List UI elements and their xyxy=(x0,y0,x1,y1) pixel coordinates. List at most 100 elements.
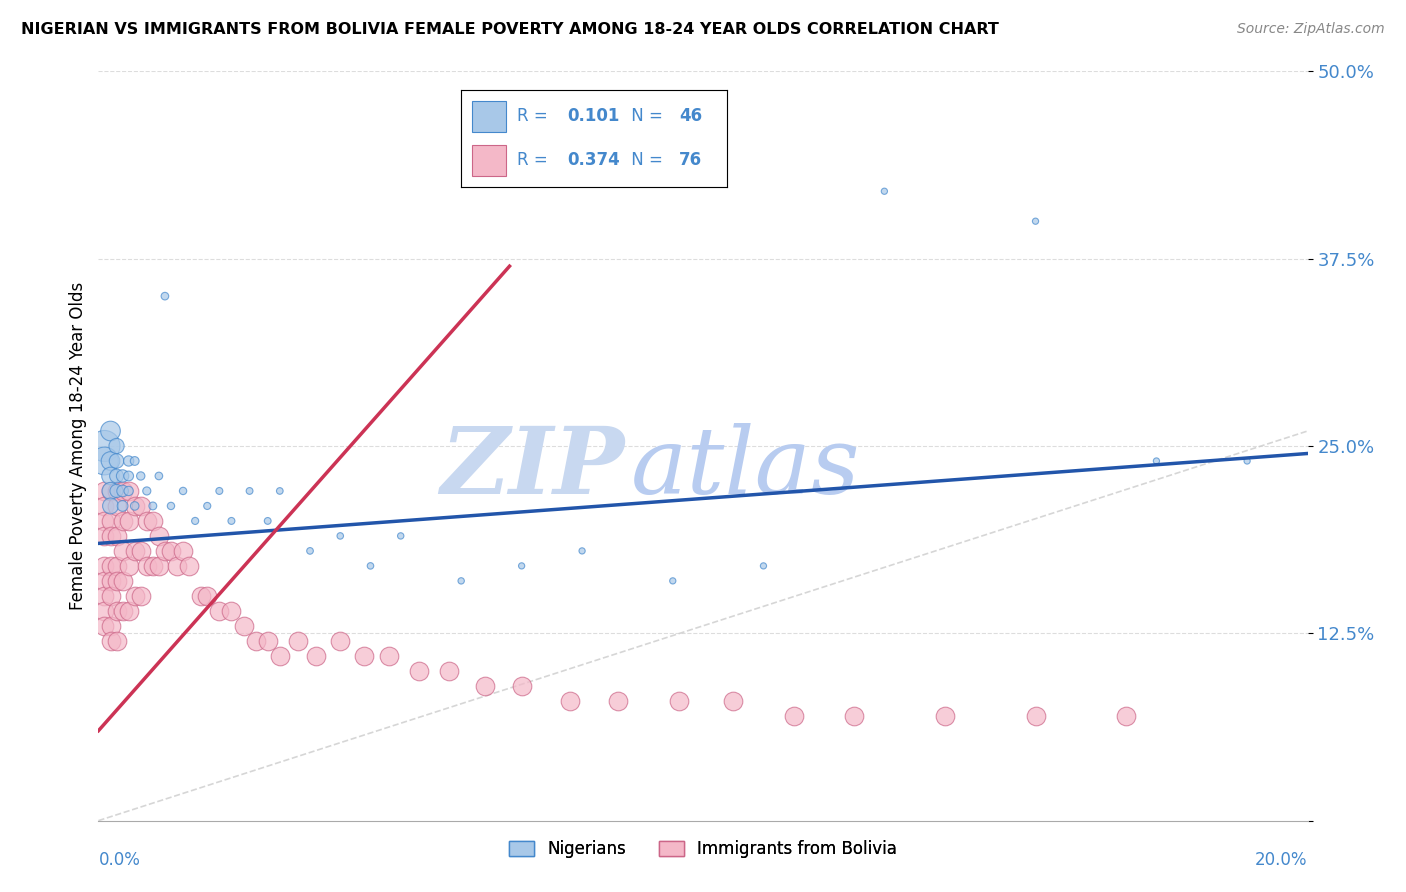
Point xyxy=(437,664,460,678)
Point xyxy=(105,529,128,543)
Point xyxy=(93,529,115,543)
Point xyxy=(111,544,134,558)
Point xyxy=(329,529,352,543)
Point xyxy=(111,514,134,528)
Point xyxy=(142,499,165,513)
Point xyxy=(148,469,170,483)
Point xyxy=(93,619,115,633)
Point xyxy=(124,499,146,513)
Point xyxy=(305,648,328,663)
Point xyxy=(450,574,472,588)
Point xyxy=(111,483,134,498)
Point xyxy=(221,514,243,528)
Point xyxy=(607,694,630,708)
Legend: Nigerians, Immigrants from Bolivia: Nigerians, Immigrants from Bolivia xyxy=(502,833,904,864)
Point xyxy=(124,589,146,603)
Point xyxy=(135,483,157,498)
Point xyxy=(510,558,533,573)
Point xyxy=(160,499,183,513)
Point xyxy=(135,514,157,528)
Point xyxy=(105,499,128,513)
Point xyxy=(142,514,165,528)
Point xyxy=(208,604,231,618)
Point xyxy=(142,558,165,573)
Point xyxy=(111,499,134,513)
Point xyxy=(184,514,207,528)
Point xyxy=(100,454,122,468)
Point xyxy=(256,514,278,528)
Point xyxy=(148,529,170,543)
Point xyxy=(474,679,496,693)
Point xyxy=(287,633,309,648)
Point xyxy=(124,454,146,468)
Text: Source: ZipAtlas.com: Source: ZipAtlas.com xyxy=(1237,22,1385,37)
Point xyxy=(245,633,267,648)
Point xyxy=(100,619,122,633)
Point xyxy=(166,558,188,573)
Point xyxy=(934,708,956,723)
Point xyxy=(105,483,128,498)
Point xyxy=(93,574,115,588)
Point xyxy=(124,499,146,513)
Point xyxy=(510,679,533,693)
Point xyxy=(329,633,352,648)
Point xyxy=(100,589,122,603)
Point xyxy=(844,708,866,723)
Text: NIGERIAN VS IMMIGRANTS FROM BOLIVIA FEMALE POVERTY AMONG 18-24 YEAR OLDS CORRELA: NIGERIAN VS IMMIGRANTS FROM BOLIVIA FEMA… xyxy=(21,22,1000,37)
Point xyxy=(148,558,170,573)
Point xyxy=(100,469,122,483)
Point xyxy=(571,544,593,558)
Point xyxy=(105,483,128,498)
Point xyxy=(1024,708,1046,723)
Point xyxy=(105,469,128,483)
Point xyxy=(377,648,399,663)
Point xyxy=(269,483,291,498)
Point xyxy=(190,589,212,603)
Point xyxy=(353,648,375,663)
Point xyxy=(873,184,896,198)
Point xyxy=(118,514,141,528)
Point xyxy=(93,604,115,618)
Point xyxy=(153,289,176,303)
Point xyxy=(100,558,122,573)
Y-axis label: Female Poverty Among 18-24 Year Olds: Female Poverty Among 18-24 Year Olds xyxy=(69,282,87,610)
Point xyxy=(256,633,278,648)
Point xyxy=(93,483,115,498)
Point xyxy=(100,483,122,498)
Point xyxy=(118,454,141,468)
Point xyxy=(195,499,218,513)
Point xyxy=(208,483,231,498)
Point xyxy=(105,558,128,573)
Point xyxy=(172,483,194,498)
Point xyxy=(105,439,128,453)
Point xyxy=(111,604,134,618)
Point xyxy=(100,424,122,438)
Point xyxy=(129,544,152,558)
Point xyxy=(1024,214,1046,228)
Point xyxy=(269,648,291,663)
Point xyxy=(558,694,581,708)
Point xyxy=(100,574,122,588)
Point xyxy=(723,694,745,708)
Point xyxy=(100,499,122,513)
Point xyxy=(93,499,115,513)
Point xyxy=(105,574,128,588)
Point xyxy=(118,604,141,618)
Point xyxy=(129,589,152,603)
Point xyxy=(100,633,122,648)
Point xyxy=(100,514,122,528)
Point xyxy=(408,664,430,678)
Point xyxy=(752,558,775,573)
Point xyxy=(105,604,128,618)
Text: atlas: atlas xyxy=(630,424,860,514)
Text: 20.0%: 20.0% xyxy=(1256,851,1308,869)
Point xyxy=(124,544,146,558)
Point xyxy=(360,558,382,573)
Point xyxy=(783,708,806,723)
Point xyxy=(93,454,115,468)
Point xyxy=(93,514,115,528)
Point xyxy=(1115,708,1137,723)
Point xyxy=(160,544,183,558)
Point xyxy=(111,574,134,588)
Point xyxy=(105,633,128,648)
